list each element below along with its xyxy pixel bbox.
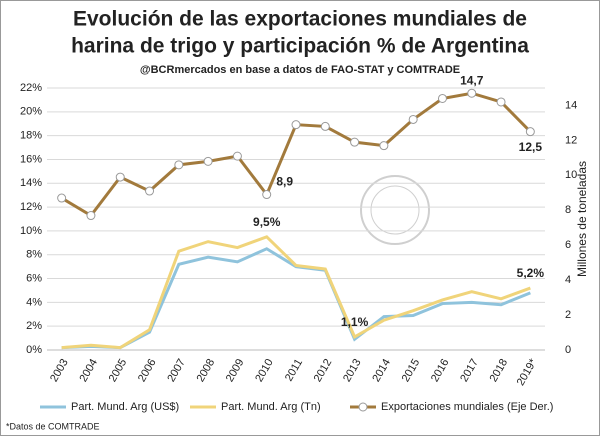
point-marker — [203, 156, 213, 166]
point-marker — [320, 121, 330, 131]
y-tick-label: 20% — [20, 106, 42, 118]
data-label: 14,7 — [460, 73, 484, 87]
point-marker — [408, 114, 418, 124]
y-tick-label: 18% — [20, 130, 42, 142]
legend-label: Part. Mund. Arg (Tn) — [221, 401, 321, 413]
point-marker — [174, 160, 184, 170]
point-marker — [115, 172, 125, 182]
point-marker — [232, 151, 242, 161]
chart-subtitle: @BCRmercados en base a datos de FAO-STAT… — [140, 64, 460, 76]
y-tick-label: 0% — [26, 344, 42, 356]
y-tick-label: 22% — [20, 82, 42, 94]
y2-tick-label: 14 — [565, 99, 577, 111]
data-label: 8,9 — [276, 175, 293, 189]
data-label: 1,1% — [341, 315, 369, 329]
point-marker — [437, 93, 447, 103]
legend-label: Part. Mund. Arg (US$) — [71, 401, 179, 413]
point-marker — [57, 193, 67, 203]
y-tick-label: 8% — [26, 249, 42, 261]
legend-marker — [358, 402, 368, 412]
y2-tick-label: 12 — [565, 134, 577, 146]
y-tick-label: 14% — [20, 177, 42, 189]
footnote: *Datos de COMTRADE — [6, 421, 100, 431]
watermark — [360, 175, 430, 245]
y-tick-label: 6% — [26, 272, 42, 284]
point-marker — [467, 88, 477, 98]
y-tick-label: 12% — [20, 201, 42, 213]
y2-tick-label: 4 — [565, 274, 571, 286]
y2-tick-label: 8 — [565, 204, 571, 216]
y-tick-label: 10% — [20, 225, 42, 237]
y-tick-label: 16% — [20, 153, 42, 165]
chart-title: Evolución de las exportaciones mundiales… — [73, 8, 527, 31]
y2-tick-label: 6 — [565, 239, 571, 251]
y-tick-label: 4% — [26, 296, 42, 308]
y-tick-label: 2% — [26, 320, 42, 332]
y2-tick-label: 0 — [565, 344, 571, 356]
point-marker — [350, 137, 360, 147]
data-label: 9,5% — [253, 215, 281, 229]
data-label: 12,5 — [519, 140, 543, 154]
y2-tick-label: 2 — [565, 309, 571, 321]
data-label: 5,2% — [517, 266, 545, 280]
point-marker — [379, 141, 389, 151]
y2-axis-label: Millones de toneladas — [575, 161, 589, 277]
point-marker — [291, 120, 301, 130]
legend-label: Exportaciones mundiales (Eje Der.) — [381, 401, 553, 413]
point-marker — [525, 127, 535, 137]
series-line — [61, 235, 531, 350]
point-marker — [145, 186, 155, 196]
chart-title: harina de trigo y participación % de Arg… — [71, 35, 529, 58]
y2-tick-label: 10 — [565, 169, 577, 181]
point-marker — [262, 190, 272, 200]
point-marker — [86, 211, 96, 221]
point-marker — [496, 97, 506, 107]
